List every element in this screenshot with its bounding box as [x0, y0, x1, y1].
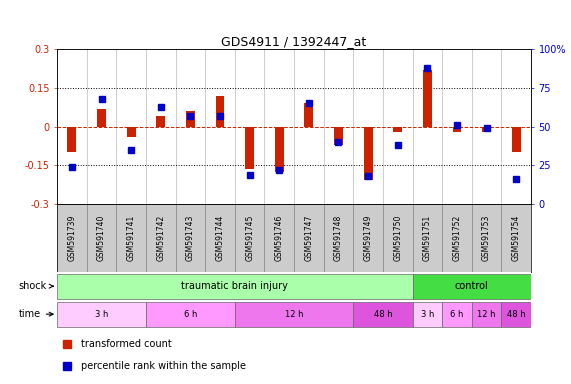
Bar: [442, 301, 472, 327]
Text: GSM591751: GSM591751: [423, 215, 432, 261]
Text: GSM591748: GSM591748: [334, 215, 343, 261]
Bar: [512, 127, 521, 152]
Bar: [57, 301, 146, 327]
Text: GSM591743: GSM591743: [186, 215, 195, 262]
Bar: [186, 111, 195, 127]
Bar: [412, 273, 531, 299]
Bar: [304, 103, 313, 127]
Bar: [156, 116, 165, 127]
Text: transformed count: transformed count: [81, 339, 171, 349]
Bar: [245, 127, 254, 169]
Bar: [67, 127, 77, 152]
Bar: [127, 127, 135, 137]
Bar: [216, 96, 224, 127]
Text: shock: shock: [19, 281, 53, 291]
Bar: [472, 301, 501, 327]
Bar: [264, 204, 294, 272]
Text: GSM591739: GSM591739: [67, 215, 77, 262]
Text: GSM591741: GSM591741: [127, 215, 136, 261]
Text: 12 h: 12 h: [285, 310, 303, 319]
Bar: [472, 204, 501, 272]
Text: GSM591754: GSM591754: [512, 215, 521, 262]
Bar: [501, 204, 531, 272]
Text: percentile rank within the sample: percentile rank within the sample: [81, 361, 246, 371]
Bar: [353, 204, 383, 272]
Bar: [482, 127, 491, 132]
Text: GSM591749: GSM591749: [364, 215, 373, 262]
Text: 48 h: 48 h: [373, 310, 392, 319]
Text: 12 h: 12 h: [477, 310, 496, 319]
Text: 6 h: 6 h: [184, 310, 197, 319]
Bar: [412, 301, 442, 327]
Bar: [423, 70, 432, 127]
Text: GSM591747: GSM591747: [304, 215, 313, 262]
Text: 48 h: 48 h: [507, 310, 525, 319]
Bar: [353, 301, 412, 327]
Bar: [97, 109, 106, 127]
Text: GSM591744: GSM591744: [215, 215, 224, 262]
Bar: [324, 204, 353, 272]
Bar: [57, 204, 87, 272]
Bar: [275, 127, 284, 172]
Bar: [205, 204, 235, 272]
Bar: [442, 204, 472, 272]
Title: GDS4911 / 1392447_at: GDS4911 / 1392447_at: [222, 35, 367, 48]
Text: GSM591752: GSM591752: [452, 215, 461, 261]
Bar: [116, 204, 146, 272]
Bar: [235, 204, 264, 272]
Bar: [364, 127, 372, 180]
Bar: [383, 204, 412, 272]
Bar: [334, 127, 343, 145]
Text: GSM591740: GSM591740: [97, 215, 106, 262]
Bar: [453, 127, 461, 132]
Text: GSM591742: GSM591742: [156, 215, 165, 261]
Bar: [176, 204, 205, 272]
Text: GSM591750: GSM591750: [393, 215, 402, 262]
Text: GSM591746: GSM591746: [275, 215, 284, 262]
Bar: [412, 204, 442, 272]
Text: control: control: [455, 281, 489, 291]
Text: 6 h: 6 h: [451, 310, 464, 319]
Text: 3 h: 3 h: [421, 310, 434, 319]
Text: time: time: [19, 309, 53, 319]
Bar: [57, 273, 412, 299]
Bar: [146, 204, 176, 272]
Text: 3 h: 3 h: [95, 310, 108, 319]
Text: traumatic brain injury: traumatic brain injury: [182, 281, 288, 291]
Bar: [294, 204, 324, 272]
Bar: [146, 301, 235, 327]
Text: GSM591745: GSM591745: [245, 215, 254, 262]
Bar: [235, 301, 353, 327]
Bar: [87, 204, 116, 272]
Bar: [501, 301, 531, 327]
Text: GSM591753: GSM591753: [482, 215, 491, 262]
Bar: [393, 127, 402, 132]
